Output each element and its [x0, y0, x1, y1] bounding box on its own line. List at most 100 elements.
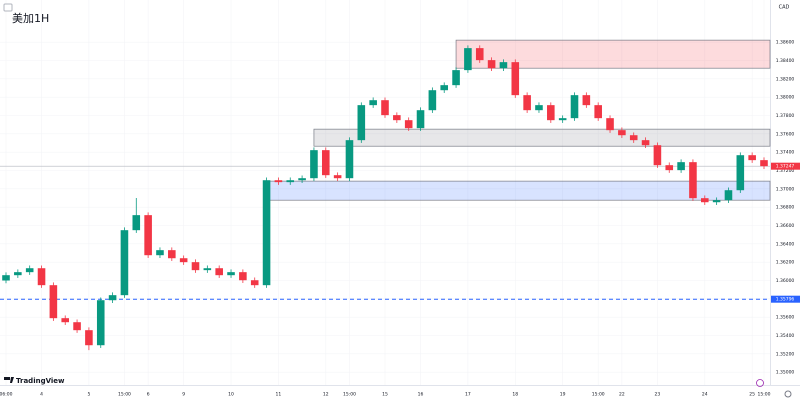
y-tick-label: 1.38600 [776, 40, 795, 46]
candle-body [227, 272, 235, 276]
candle-body [416, 110, 425, 129]
x-tick-label: 6 [147, 392, 150, 398]
candle-body [464, 48, 472, 71]
candle-body [310, 150, 318, 179]
level-price-label: 1.35796 [776, 297, 795, 303]
y-tick-label: 1.35200 [776, 351, 795, 357]
candle-body [594, 105, 602, 119]
candle-body [712, 200, 721, 203]
candle-body [404, 120, 413, 129]
candle-body [748, 155, 756, 161]
candle [712, 197, 721, 205]
candle-body [760, 160, 768, 167]
candle-body [499, 62, 508, 69]
x-tick-label: 15:00 [343, 392, 356, 398]
candle [49, 282, 58, 321]
y-tick-label: 1.35000 [776, 370, 795, 376]
candle-body [700, 198, 709, 203]
candle-body [286, 180, 295, 183]
candle-body [582, 95, 591, 106]
candle-body [618, 130, 626, 136]
candle [227, 269, 235, 278]
candle-body [85, 330, 93, 346]
candle-body [736, 155, 745, 191]
brand-logo[interactable]: TradingView [4, 377, 65, 385]
candle [535, 102, 543, 113]
x-tick-label: 19 [560, 392, 566, 398]
x-tick-label: 22 [619, 392, 625, 398]
candle [760, 157, 768, 169]
event-marker[interactable] [756, 379, 764, 387]
candle [724, 187, 733, 203]
x-tick-label: 25 [749, 392, 755, 398]
candle [452, 67, 460, 88]
candle [677, 159, 685, 173]
candle [73, 319, 81, 333]
zone [455, 39, 771, 69]
candle [144, 212, 152, 258]
candle [582, 92, 591, 108]
candle-body [428, 90, 437, 111]
y-tick-label: 1.36600 [776, 223, 795, 229]
candle-body [369, 100, 377, 106]
candle-body [168, 250, 176, 259]
candle [464, 45, 472, 73]
candle [404, 117, 413, 131]
candle-body [144, 215, 152, 256]
candle [487, 57, 496, 71]
candle [156, 247, 164, 258]
candle [606, 115, 614, 133]
settings-button[interactable] [784, 390, 792, 398]
x-tick-label: 18 [512, 392, 518, 398]
y-tick-label: 1.36000 [776, 278, 795, 284]
chart-title: 美加1H [12, 12, 49, 25]
candle [381, 97, 389, 118]
candle-body [523, 95, 531, 111]
candle-body [333, 175, 342, 179]
candle [96, 297, 105, 348]
y-tick-label: 1.38400 [776, 58, 795, 64]
candle-body [61, 318, 70, 323]
candle-body [262, 180, 271, 286]
y-tick-label: 1.37800 [776, 113, 795, 119]
candle-body [96, 300, 105, 346]
candle [700, 195, 709, 205]
y-tick-label: 1.37000 [776, 186, 795, 192]
candle-body [677, 162, 685, 171]
candle [558, 115, 567, 123]
collapse-button[interactable] [3, 3, 13, 12]
x-tick-label: 15 [382, 392, 388, 398]
y-tick-label: 1.38200 [776, 76, 795, 82]
last-price-label: 1.37247 [776, 164, 795, 170]
candle [298, 175, 306, 183]
candle [286, 177, 295, 185]
candle [239, 269, 247, 283]
candle [570, 92, 579, 121]
x-tick-label: 17 [465, 392, 471, 398]
candle [203, 265, 212, 273]
candle-body [393, 115, 401, 121]
y-tick-label: 1.38000 [776, 95, 795, 101]
candle [736, 152, 745, 193]
candle-body [274, 180, 283, 183]
candle [345, 137, 354, 181]
y-tick-label: 1.35400 [776, 333, 795, 339]
candle [618, 127, 626, 138]
x-tick-label: 15:00 [592, 392, 605, 398]
brand-name: TradingView [16, 377, 65, 385]
candle-body [381, 100, 389, 116]
candle [748, 152, 756, 163]
candle [108, 292, 117, 303]
candle-body [250, 280, 259, 286]
candle [250, 277, 259, 288]
candle-body [2, 275, 10, 281]
candle [191, 259, 200, 273]
x-tick-label: 5 [87, 392, 90, 398]
y-tick-label: 1.35600 [776, 315, 795, 321]
y-tick-label: 1.36200 [776, 260, 795, 266]
y-tick-label: 1.37600 [776, 131, 795, 137]
candle-body [132, 215, 141, 231]
brand-icon [4, 377, 14, 383]
candle [653, 142, 662, 168]
